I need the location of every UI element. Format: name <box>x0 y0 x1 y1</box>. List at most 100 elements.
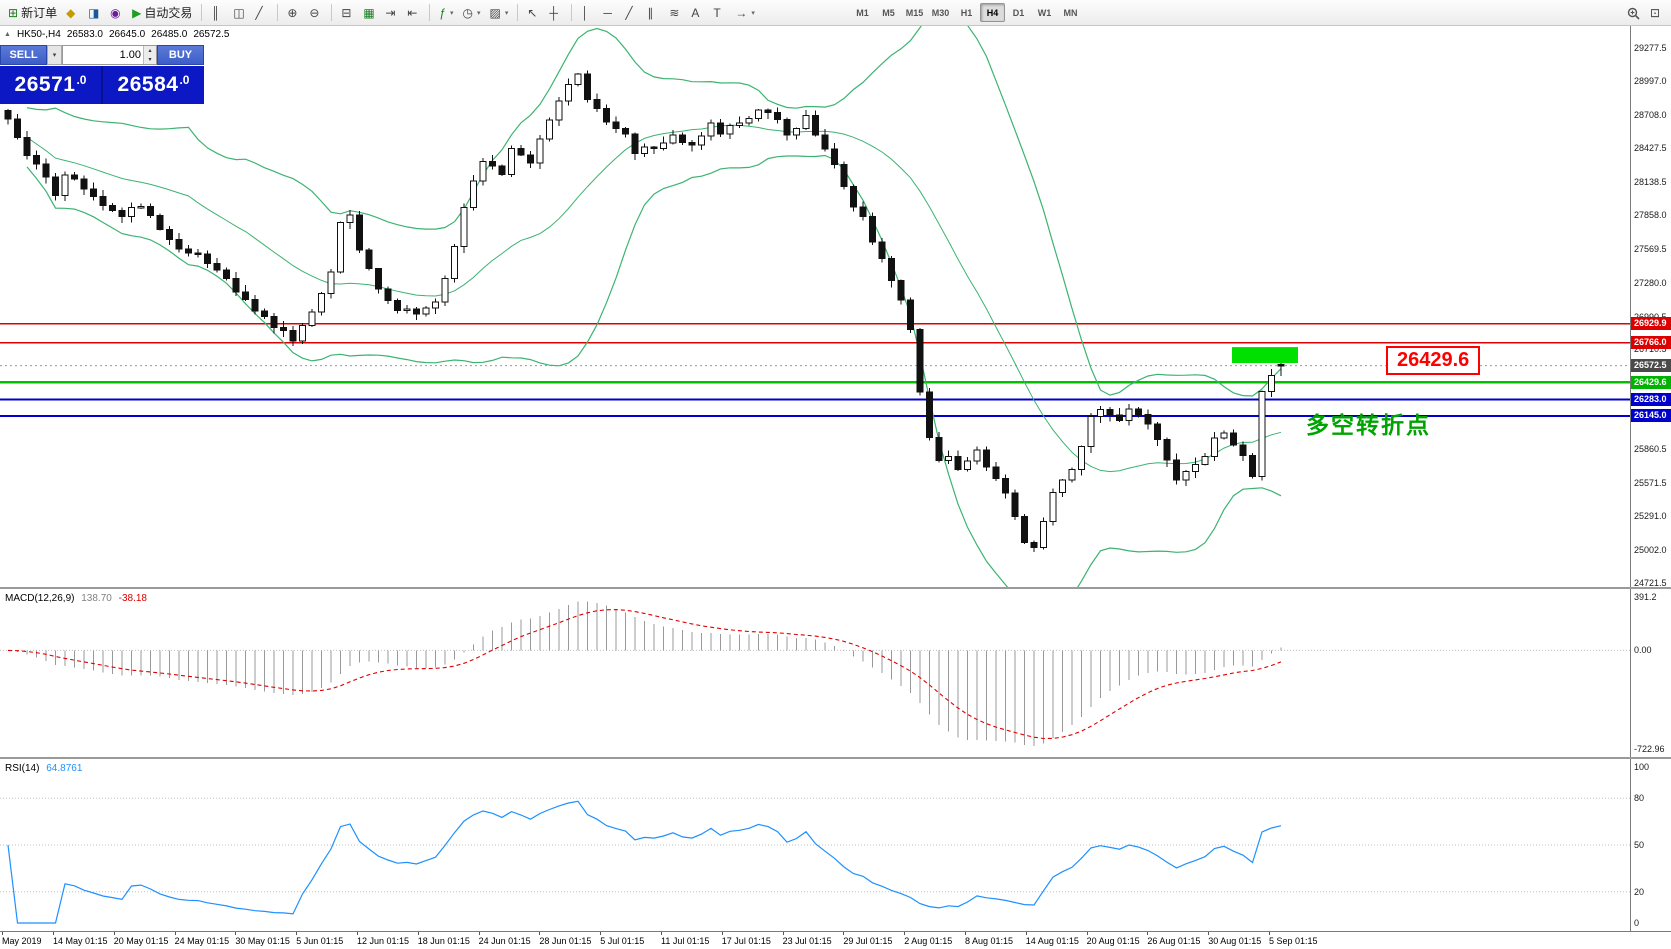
tile-windows-button[interactable]: ⊟ <box>337 3 358 23</box>
price-axis[interactable]: 29277.5 28997.0 28708.0 28427.5 28138.5 27858… <box>1630 26 1671 588</box>
rsi-axis[interactable]: 100 80 50 20 0 <box>1630 759 1671 931</box>
grid-button[interactable]: ▦ <box>359 3 380 23</box>
navigator-button[interactable]: ◉ <box>106 3 127 23</box>
pivot-price-annotation[interactable]: 26429.6 <box>1386 346 1481 376</box>
time-axis-label: 5 Jun 01:15 <box>296 936 344 946</box>
line-chart-button[interactable]: ╱ <box>251 3 272 23</box>
time-axis-label: 2 Aug 01:15 <box>904 936 953 946</box>
timeframe-button-h1[interactable]: H1 <box>954 3 979 22</box>
time-axis-label: 23 Jul 01:15 <box>782 936 832 946</box>
arrows-button[interactable]: → ▾ <box>731 3 759 23</box>
indicators-button[interactable]: ƒ ▾ <box>435 3 457 23</box>
new-order-button[interactable]: ⊞ 新订单 <box>4 3 61 23</box>
search-button[interactable] <box>1623 3 1644 23</box>
time-axis-label: 20 Aug 01:15 <box>1086 936 1140 946</box>
timeframe-button-m15[interactable]: M15 <box>902 3 927 22</box>
price-chart-panel[interactable]: ▲ HK50-,H4 26583.0 26645.0 26485.0 26572… <box>0 26 1671 588</box>
grid-icon: ▦ <box>363 5 375 20</box>
horizontal-lines[interactable] <box>0 323 1630 417</box>
periods-button[interactable]: ◷ ▾ <box>459 3 485 23</box>
volume-up-button[interactable]: ▴ <box>144 46 156 55</box>
timeframe-button-m30[interactable]: M30 <box>928 3 953 22</box>
autotrading-button[interactable]: ▶ 自动交易 <box>128 3 196 23</box>
buy-price-button[interactable]: 26584 .0 <box>103 66 204 104</box>
timeframe-button-m5[interactable]: M5 <box>876 3 901 22</box>
horizontal-line-button[interactable]: ─ <box>599 3 620 23</box>
toolbar-buttons: ⊞ 新订单 ◆ ◨ ◉ ▶ 自动交易 ║ ◫ ╱ ⊕ ⊖ ⊟ ▦ ⇥ ⇤ ƒ ▾ ◷ ▾ ▨ ▾ ↖ ┼ │ ─ ╱ ∥ ≋ A T → ▾ <box>4 3 759 23</box>
auto-scroll-button[interactable]: ⇥ <box>381 3 402 23</box>
volume-input[interactable] <box>63 46 143 64</box>
rsi-axis-label: 0 <box>1634 918 1640 928</box>
toolbar-separator <box>331 4 333 21</box>
time-axis-tick <box>2 932 3 935</box>
chart-shift-button[interactable]: ⇤ <box>403 3 424 23</box>
timeframe-button-d1[interactable]: D1 <box>1006 3 1031 22</box>
candles <box>4 70 1285 552</box>
macd-axis-label: 0.00 <box>1634 645 1652 656</box>
macd-panel[interactable]: MACD(12,26,9) 138.70 -38.18 391.2 0.00 -72… <box>0 589 1671 757</box>
price-axis-label: 28708.0 <box>1634 109 1667 120</box>
volume-dropdown-button[interactable]: ▾ <box>47 45 62 65</box>
timeframe-button-h4[interactable]: H4 <box>980 3 1005 22</box>
volume-down-button[interactable]: ▾ <box>144 55 156 64</box>
templates-icon: ▨ <box>489 5 501 20</box>
chart-shift-icon: ⇤ <box>407 5 418 20</box>
cursor-button[interactable]: ↖ <box>523 3 544 23</box>
vertical-line-button[interactable]: │ <box>577 3 598 23</box>
collapse-icon[interactable]: ▲ <box>4 31 11 38</box>
timeframe-button-w1[interactable]: W1 <box>1032 3 1057 22</box>
timeframe-button-mn[interactable]: MN <box>1058 3 1083 22</box>
fibonacci-button[interactable]: ≋ <box>665 3 686 23</box>
time-axis-tick <box>539 932 541 935</box>
crosshair-button[interactable]: ┼ <box>545 3 566 23</box>
sell-price-button[interactable]: 26571 .0 <box>0 66 101 104</box>
text-icon: A <box>691 5 700 20</box>
price-axis-label: 27569.5 <box>1634 243 1667 254</box>
rsi-label: RSI(14) 64.8761 <box>5 763 82 774</box>
time-axis-label: 11 Jul 01:15 <box>661 936 710 946</box>
time-axis-tick <box>296 932 298 935</box>
zoom-in-icon: ⊕ <box>287 5 298 20</box>
macd-label: MACD(12,26,9) 138.70 -38.18 <box>5 593 147 604</box>
macd-main-value: 138.70 <box>81 593 112 604</box>
text-button[interactable]: A <box>687 3 708 23</box>
zoom-out-button[interactable]: ⊖ <box>305 3 326 23</box>
price-badge: 26283.0 <box>1631 393 1671 407</box>
price-chart-canvas[interactable] <box>0 26 1630 587</box>
equidistant-channel-button[interactable]: ∥ <box>643 3 664 23</box>
rsi-panel[interactable]: RSI(14) 64.8761 100 80 50 20 0 <box>0 759 1671 931</box>
macd-splitter[interactable] <box>0 587 1671 589</box>
trendline-button[interactable]: ╱ <box>621 3 642 23</box>
time-axis-tick <box>1269 932 1270 935</box>
new-chart-window-button[interactable]: ⊡ <box>1646 3 1667 23</box>
turning-point-annotation[interactable]: 多空转折点 <box>1306 412 1431 438</box>
symbol-period-label: HK50-,H4 <box>16 29 61 40</box>
data-window-button[interactable]: ◨ <box>84 3 105 23</box>
highlight-box[interactable] <box>1232 347 1298 363</box>
rsi-splitter[interactable] <box>0 757 1671 759</box>
toolbar-separator <box>517 4 519 21</box>
macd-name: MACD(12,26,9) <box>5 593 75 604</box>
buy-button[interactable]: BUY <box>157 45 204 65</box>
candlestick-chart-button[interactable]: ◫ <box>229 3 250 23</box>
market-watch-button[interactable]: ◆ <box>62 3 83 23</box>
bar-chart-button[interactable]: ║ <box>207 3 228 23</box>
time-axis[interactable]: May 2019 14 May 01:15 20 May 01:15 24 May 0… <box>0 931 1671 949</box>
price-axis-label: 24721.5 <box>1634 578 1667 588</box>
time-axis-tick <box>843 932 845 935</box>
templates-button[interactable]: ▨ ▾ <box>486 3 513 23</box>
price-axis-label: 28997.0 <box>1634 75 1667 86</box>
time-axis-tick <box>417 932 419 935</box>
new-order-icon: ⊞ <box>8 5 19 20</box>
price-badge: 26145.0 <box>1631 409 1671 423</box>
timeframe-button-m1[interactable]: M1 <box>850 3 875 22</box>
price-axis-label: 25291.0 <box>1634 511 1667 522</box>
zoom-in-button[interactable]: ⊕ <box>283 3 304 23</box>
trendline-icon: ╱ <box>625 5 633 20</box>
sell-price-value: 26571 <box>14 73 76 96</box>
sell-button[interactable]: SELL <box>0 45 47 65</box>
macd-axis[interactable]: 391.2 0.00 -722.96 <box>1630 589 1671 757</box>
text-label-button[interactable]: T <box>709 3 730 23</box>
zoom-out-icon: ⊖ <box>309 5 320 20</box>
rsi-axis-label: 20 <box>1634 886 1645 897</box>
